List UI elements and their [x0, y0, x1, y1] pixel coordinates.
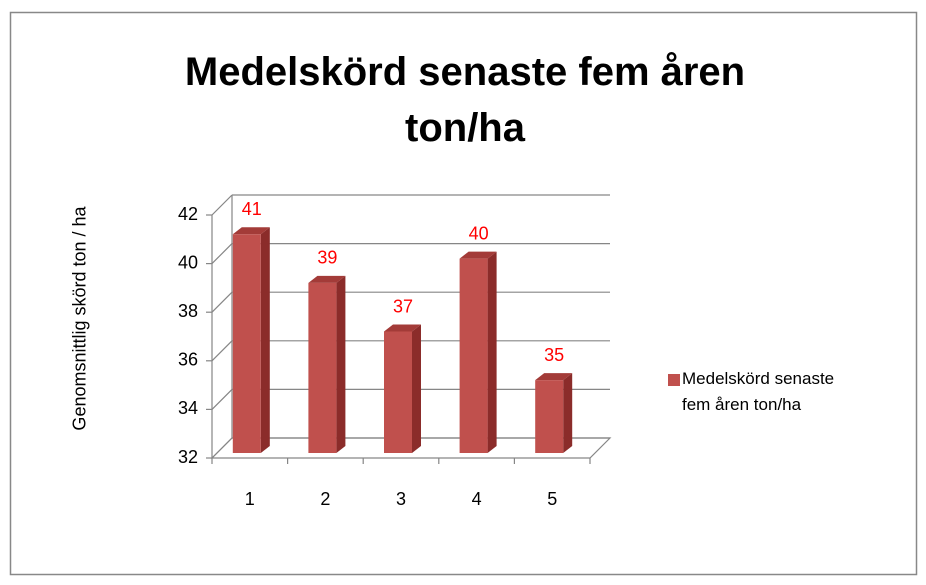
bar-side [487, 251, 497, 453]
grid-line [211, 291, 233, 313]
bar-top [384, 324, 421, 332]
y-axis-label: Genomsnittlig skörd ton / ha [69, 206, 90, 431]
value-label: 35 [544, 345, 564, 365]
bar-front [535, 380, 564, 453]
x-tick-label: 4 [472, 489, 482, 509]
grid-line [211, 388, 233, 410]
x-tick-label: 5 [547, 489, 557, 509]
legend-label: Medelskörd senaste fem åren ton/ha [682, 369, 835, 414]
x-tick-label: 3 [396, 489, 406, 509]
bar [384, 324, 421, 453]
grid-line [211, 340, 233, 362]
bar-top [459, 251, 497, 259]
grid-line [211, 243, 233, 265]
y-tick-label: 34 [178, 398, 198, 418]
y-tick-label: 40 [178, 252, 198, 272]
y-tick-label: 42 [178, 204, 198, 224]
bar-front [459, 258, 488, 453]
bar-top [535, 373, 573, 381]
bar-front [384, 331, 412, 453]
x-tick-label: 2 [320, 489, 330, 509]
bar-side [412, 324, 421, 453]
bar-front [232, 234, 261, 453]
bar-front [308, 282, 337, 453]
value-label: 37 [393, 296, 413, 316]
y-tick-label: 36 [178, 350, 198, 370]
value-label: 40 [469, 223, 489, 243]
grid-line [211, 437, 233, 459]
y-tick-label: 32 [178, 447, 198, 467]
x-tick-label: 1 [245, 489, 255, 509]
bar-side [260, 227, 270, 453]
bar [535, 373, 573, 453]
y-tick-label: 38 [178, 301, 198, 321]
value-label: 39 [317, 248, 337, 268]
bar-side [336, 275, 346, 453]
value-label: 41 [242, 199, 262, 219]
chart-title: Medelskörd senaste fem åren ton/ha [184, 50, 746, 150]
legend-swatch [668, 374, 680, 386]
grid-line [211, 194, 233, 216]
bar-top [308, 275, 346, 283]
bar [459, 251, 497, 453]
bar [308, 275, 346, 453]
bar [232, 227, 270, 453]
bar-side [563, 373, 573, 453]
bar-top [232, 227, 270, 235]
